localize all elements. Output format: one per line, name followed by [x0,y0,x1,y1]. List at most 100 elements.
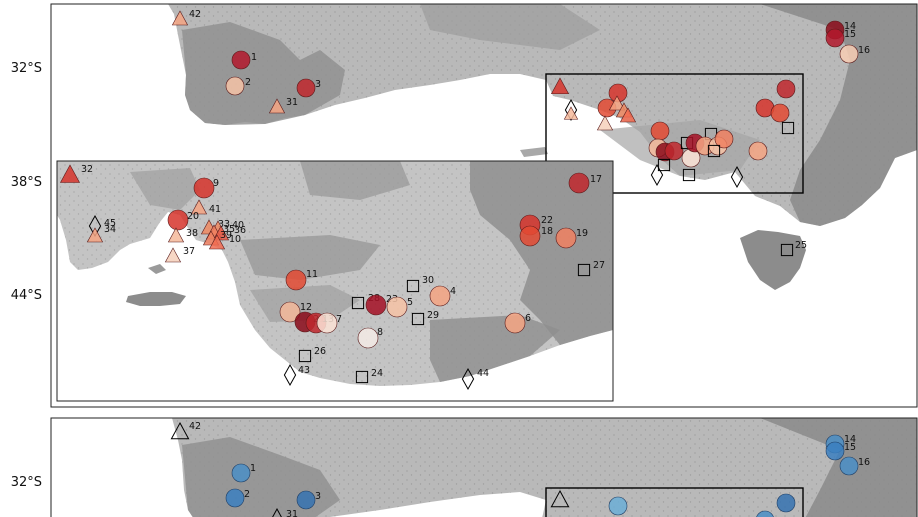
site-marker [564,98,578,122]
site-label: 24 [371,368,383,379]
site-label: 17 [590,174,602,185]
inset-frame [56,160,614,402]
site-marker [190,199,208,215]
site-marker [208,234,226,250]
site-label: 39 [220,230,232,241]
site-marker [550,489,570,508]
site-marker [296,78,316,98]
site-marker [776,79,796,99]
lat-label: 32°S [11,61,42,76]
site-marker [563,106,579,120]
top-map-frame [50,3,918,408]
site-label: 8 [377,327,383,338]
site-label: 16 [858,45,870,56]
site-label: 15 [844,442,856,453]
site-label: 34 [104,224,116,235]
site-marker [279,301,301,323]
site-label: 25 [795,240,807,251]
site-marker [519,225,541,247]
site-label: 31 [286,509,298,517]
site-marker [707,144,721,158]
site-marker [283,363,297,387]
site-marker [357,327,379,349]
site-label: 43 [298,365,310,376]
site-label: 31 [286,97,298,108]
site-marker [650,163,664,187]
site-label: 38 [186,228,198,239]
lat-label: 32°S [11,475,42,490]
site-marker [756,510,774,517]
site-marker [504,312,526,334]
site-marker [748,141,768,161]
site-label: 44 [477,368,489,379]
site-label: 35 [223,224,235,235]
site-label: 6 [525,313,531,324]
site-marker [781,121,795,135]
site-marker [664,141,684,161]
site-marker [225,488,245,508]
site-marker [285,269,307,291]
site-marker [608,95,626,111]
site-label: 33 [218,219,230,230]
site-marker [714,129,734,149]
site-label: 42 [189,9,201,20]
site-marker [429,285,451,307]
site-marker [316,312,338,334]
site-label: 14 [844,21,856,32]
site-marker [619,107,637,123]
site-label: 7 [336,314,342,325]
site-label: 29 [427,310,439,321]
site-marker [298,349,312,363]
site-label: 20 [187,211,199,222]
site-label: 2 [245,77,251,88]
site-marker [167,209,189,231]
zoom-region-markers [550,489,796,517]
site-label: 1 [251,52,257,63]
tasmania [740,230,806,290]
site-marker [839,44,859,64]
site-marker [296,490,316,510]
site-marker [231,50,251,70]
site-label: 15 [844,29,856,40]
site-marker [351,296,365,310]
site-label: 3 [315,79,321,90]
site-marker [59,164,81,183]
bottom-map [51,418,917,517]
site-label: 11 [306,269,318,280]
site-marker [225,76,245,96]
site-label: 30 [422,275,434,286]
site-label: 41 [209,204,221,215]
site-marker [272,507,282,517]
site-marker [568,172,590,194]
site-marker [657,158,671,172]
site-label: 19 [576,228,588,239]
site-label: 12 [300,302,312,313]
site-marker [164,247,182,263]
site-marker [682,168,696,182]
site-label: 32 [81,164,93,175]
site-marker [365,294,387,316]
site-label: 36 [234,225,246,236]
site-marker [268,98,286,114]
site-marker [596,115,614,131]
kangaroo-island [126,292,186,306]
site-label: 37 [183,246,195,257]
bottom-map-frame [50,417,918,517]
zoom-region-box [545,487,804,517]
site-label: 40 [232,220,244,231]
site-marker [839,456,859,476]
lat-label: 38°S [11,175,42,190]
site-label: 45 [104,218,116,229]
site-label: 42 [189,421,201,432]
site-marker [386,296,408,318]
site-marker [780,243,794,257]
zoom-region-markers [550,77,796,189]
site-label: 22 [541,215,553,226]
site-marker [171,10,189,26]
site-label: 9 [213,178,219,189]
